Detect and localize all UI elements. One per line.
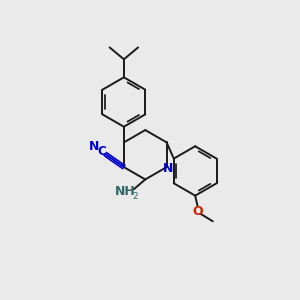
Text: 2: 2 [133, 193, 138, 202]
Text: NH: NH [115, 185, 136, 198]
Text: C: C [98, 145, 106, 158]
Text: O: O [193, 205, 203, 218]
Text: N: N [89, 140, 100, 153]
Text: N: N [162, 162, 173, 175]
